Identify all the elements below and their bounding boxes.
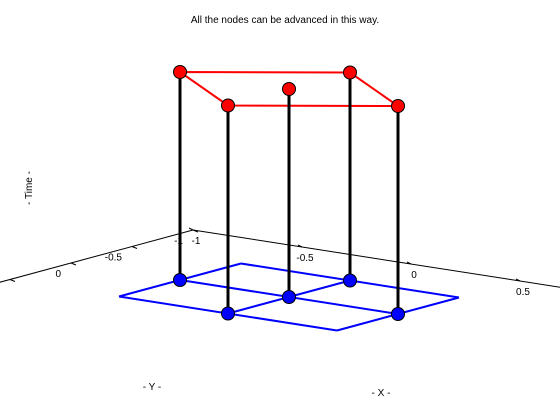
advanced-node-marker [282, 82, 296, 96]
advanced-node-marker [173, 65, 187, 79]
y-axis-label: - Y - [143, 382, 162, 393]
y-tick-label: -0.5 [105, 253, 123, 264]
x-axis-label: - X - [372, 388, 391, 399]
y-tick [9, 279, 16, 282]
x-tick [297, 244, 303, 248]
x-tick-label: 0.5 [516, 287, 530, 298]
advanced-node-marker [221, 98, 235, 113]
base-node-marker [391, 307, 405, 321]
base-node-marker [282, 290, 296, 304]
chart-title: All the nodes can be advanced in this wa… [191, 15, 379, 26]
marker-layer [173, 65, 405, 321]
y-tick [192, 229, 199, 233]
base-node-marker [343, 273, 357, 288]
y-tick [131, 246, 138, 249]
x-tick-label: 0 [411, 270, 417, 281]
advanced-node-marker [391, 99, 405, 113]
advanced-node-marker [343, 65, 357, 80]
stem-layer [178, 72, 400, 314]
y-tick [70, 262, 77, 266]
z-axis-label: - Time - [24, 171, 35, 205]
base-node-marker [173, 273, 187, 287]
x-tick [188, 227, 194, 231]
y-axis-line [0, 229, 194, 283]
x-tick-label: -1 [192, 236, 201, 247]
axes-layer: -1-0.500.51-1-0.500.5100.20.40.60.81 [0, 227, 560, 298]
base-node-marker [221, 306, 235, 321]
x-tick [515, 278, 521, 282]
y-tick-label: 0 [55, 269, 61, 280]
x-tick [406, 261, 412, 265]
x-tick-label: -0.5 [296, 253, 314, 264]
